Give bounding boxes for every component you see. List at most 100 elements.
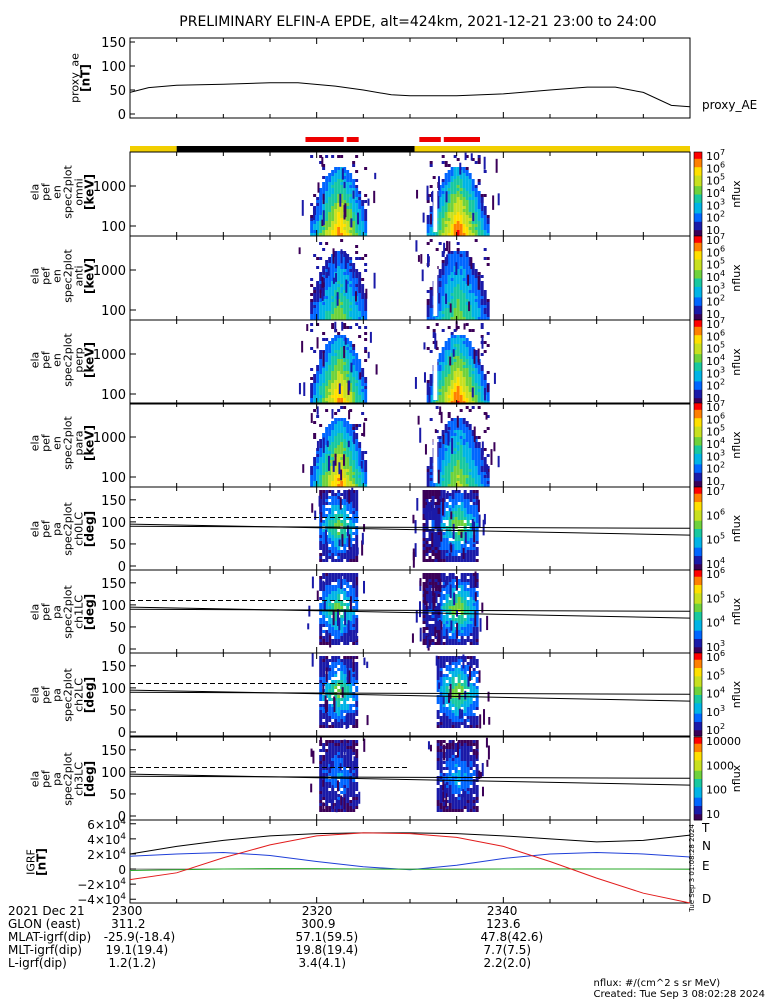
- spec-pixel: [343, 275, 346, 278]
- spec-pixel: [331, 559, 334, 562]
- spec-pixel: [452, 508, 455, 511]
- spec-pixel: [343, 466, 346, 469]
- spec-streak: [450, 511, 452, 519]
- spec-pixel: [481, 308, 484, 311]
- spec-pixel: [352, 356, 355, 359]
- ae-ylabel: proxy_ae[nT]: [69, 53, 93, 103]
- spec-pixel: [325, 430, 328, 433]
- spec-pixel: [352, 553, 355, 556]
- spec-pixel: [349, 347, 352, 350]
- spec-pixel: [331, 191, 334, 194]
- spec-pixel: [472, 221, 475, 224]
- spec-pixel: [343, 299, 346, 302]
- spec-pixel: [476, 493, 479, 496]
- spec-pixel: [449, 532, 452, 535]
- spec-pixel: [328, 451, 331, 454]
- spec-pixel: [340, 424, 343, 427]
- spec-pixel: [343, 502, 346, 505]
- spec-pixel: [340, 344, 343, 347]
- spec-pixel: [445, 427, 448, 430]
- spec-pixel: [426, 520, 429, 523]
- spec-pixel: [455, 553, 458, 556]
- spec-pixel: [427, 305, 430, 308]
- spec-pixel: [319, 603, 322, 606]
- spec-pixel: [445, 478, 448, 481]
- spec-pixel: [352, 505, 355, 508]
- spec-streak: [453, 349, 455, 357]
- spec-pixel: [476, 535, 479, 538]
- spec-pixel: [476, 553, 479, 556]
- spec-pixel: [487, 395, 490, 398]
- spec-pixel: [461, 538, 464, 541]
- spec-pixel: [331, 603, 334, 606]
- spec-pixel: [445, 362, 448, 365]
- spec-pixel: [451, 272, 454, 275]
- spec-pixel: [484, 248, 487, 251]
- spec-pixel: [334, 362, 337, 365]
- spec-pixel: [352, 395, 355, 398]
- spec-pixel: [463, 254, 466, 257]
- spec-pixel: [478, 209, 481, 212]
- spec-streak: [363, 423, 365, 437]
- spec-pixel: [469, 281, 472, 284]
- spec-pixel: [460, 179, 463, 182]
- spec-pixel: [475, 239, 478, 242]
- spec-pixel: [464, 514, 467, 517]
- spec-pixel: [484, 478, 487, 481]
- spec-pixel: [355, 439, 358, 442]
- spec-pixel: [346, 176, 349, 179]
- spec-pixel: [472, 460, 475, 463]
- spec-pixel: [469, 475, 472, 478]
- spec-pixel: [322, 182, 325, 185]
- spec-pixel: [469, 284, 472, 287]
- spec-pixel: [484, 230, 487, 233]
- spec-pixel: [484, 383, 487, 386]
- spec-pixel: [316, 302, 319, 305]
- spec-pixel: [337, 281, 340, 284]
- spec-pixel: [319, 299, 322, 302]
- spec-pixel: [454, 215, 457, 218]
- spec-pixel: [478, 179, 481, 182]
- spec-pixel: [467, 517, 470, 520]
- spec-pixel: [478, 368, 481, 371]
- spec-pixel: [361, 469, 364, 472]
- spec-pixel: [346, 227, 349, 230]
- spec-pixel: [328, 427, 331, 430]
- spec-pixel: [352, 185, 355, 188]
- spec-pixel: [473, 499, 476, 502]
- spec-pixel: [313, 293, 316, 296]
- spec-pixel: [352, 350, 355, 353]
- spec-pixel: [346, 305, 349, 308]
- spec-pixel: [355, 389, 358, 392]
- spec-pixel: [358, 365, 361, 368]
- spec-pixel: [340, 430, 343, 433]
- spec-pixel: [361, 371, 364, 374]
- spec-pixel: [475, 386, 478, 389]
- spec-pixel: [352, 218, 355, 221]
- spec-pixel: [319, 311, 322, 314]
- spec-pixel: [460, 368, 463, 371]
- spec-pixel: [319, 639, 322, 642]
- spec-streak: [339, 383, 341, 394]
- spec-pixel: [478, 311, 481, 314]
- spec-pixel: [466, 167, 469, 170]
- spec-pixel: [358, 395, 361, 398]
- spec-pixel: [470, 544, 473, 547]
- spec-pixel: [331, 314, 334, 317]
- spec-pixel: [427, 466, 430, 469]
- spec-pixel: [322, 206, 325, 209]
- spec-pixel: [466, 356, 469, 359]
- spec-pixel: [439, 463, 442, 466]
- spec-pixel: [438, 544, 441, 547]
- spec-pixel: [322, 624, 325, 627]
- spec-pixel: [475, 275, 478, 278]
- spec-streak: [319, 496, 321, 507]
- spec-pixel: [466, 448, 469, 451]
- spec-pixel: [481, 472, 484, 475]
- spec-pixel: [466, 227, 469, 230]
- spec-pixel: [355, 281, 358, 284]
- spec-ytick-label: 100: [101, 388, 126, 403]
- spec-pixel: [316, 227, 319, 230]
